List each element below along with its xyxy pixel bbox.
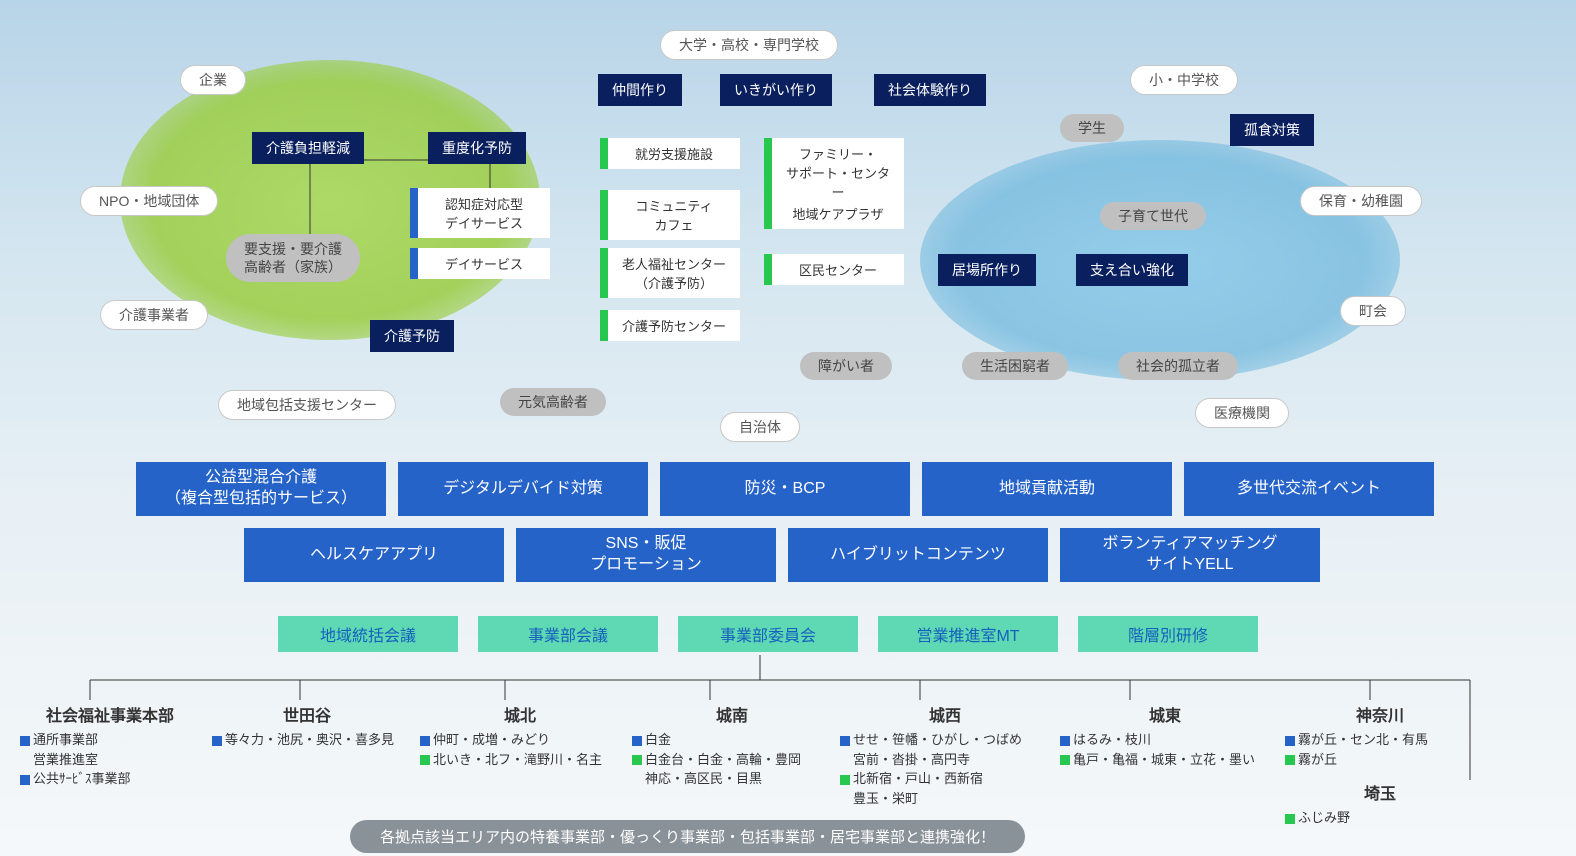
pill-town: 町会 xyxy=(1340,296,1406,326)
box-severity: 重度化予防 xyxy=(428,132,526,164)
org-saitama: 埼玉ふじみ野 xyxy=(1285,780,1475,828)
teal-b: 事業部会議 xyxy=(478,616,658,652)
org-joto: 城東はるみ・枝川亀戸・亀福・城東・立花・墨い xyxy=(1060,702,1270,769)
target-elderly-l1: 要支援・要介護 xyxy=(244,241,342,257)
pill-supportctr: 地域包括支援センター xyxy=(218,390,396,420)
pill-nursery: 保育・幼稚園 xyxy=(1300,186,1422,216)
org-jonan: 城南白金白金台・白金・高輪・豊岡神応・高区民・目黒 xyxy=(632,702,832,789)
pill-company: 企業 xyxy=(180,65,246,95)
box-ibasho: 居場所作り xyxy=(938,254,1036,286)
pill-univ: 大学・高校・専門学校 xyxy=(660,30,838,60)
box-peer: 仲間作り xyxy=(598,74,682,106)
box-koshoku: 孤食対策 xyxy=(1230,114,1314,146)
pill-carebiz: 介護事業者 xyxy=(100,300,208,330)
box-prevention: 介護予防 xyxy=(370,320,454,352)
box-sasae: 支え合い強化 xyxy=(1076,254,1188,286)
teal-e: 階層別研修 xyxy=(1078,616,1258,652)
facility-kuminctr: 区民センター xyxy=(764,254,904,285)
target-elderly-l2: 高齢者（家族） xyxy=(244,259,342,275)
pill-elem: 小・中学校 xyxy=(1130,65,1238,95)
pill-elderlyactive: 元気高齢者 xyxy=(500,388,606,416)
box-ikigai: いきがい作り xyxy=(720,74,832,106)
facility-familysup: ファミリー・サポート・センター xyxy=(764,138,904,207)
bar2-a: ヘルスケアアプリ xyxy=(244,528,504,582)
bar2-b: SNS・販促プロモーション xyxy=(516,528,776,582)
org-hq: 社会福祉事業本部通所事業部営業推進室公共ｻｰﾋﾞｽ事業部 xyxy=(20,702,200,789)
facility-dayservice: デイサービス xyxy=(410,248,550,279)
pill-disabled: 障がい者 xyxy=(800,352,892,380)
facility-careplaza: 地域ケアプラザ xyxy=(764,198,904,229)
pill-poverty: 生活困窮者 xyxy=(962,352,1068,380)
org-setagaya: 世田谷等々力・池尻・奥沢・喜多見 xyxy=(212,702,402,750)
bar2-d: ボランティアマッチングサイトYELL xyxy=(1060,528,1320,582)
bar1-a: 公益型混合介護（複合型包括的サービス） xyxy=(136,462,386,516)
teal-d: 営業推進室MT xyxy=(878,616,1058,652)
facility-seniorctr: 老人福祉センター（介護予防） xyxy=(600,248,740,298)
pill-isolated: 社会的孤立者 xyxy=(1118,352,1238,380)
org-josai: 城西せせ・笹幡・ひがし・つばめ宮前・沓掛・高円寺北新宿・戸山・西新宿豊玉・栄町 xyxy=(840,702,1050,808)
bar2-c: ハイブリットコンテンツ xyxy=(788,528,1048,582)
box-burden: 介護負担軽減 xyxy=(252,132,364,164)
facility-worksupport: 就労支援施設 xyxy=(600,138,740,169)
bar1-e: 多世代交流イベント xyxy=(1184,462,1434,516)
teal-c: 事業部委員会 xyxy=(678,616,858,652)
facility-prevctr: 介護予防センター xyxy=(600,310,740,341)
footer-note: 各拠点該当エリア内の特養事業部・優っくり事業部・包括事業部・居宅事業部と連携強化… xyxy=(350,820,1025,853)
teal-a: 地域統括会議 xyxy=(278,616,458,652)
facility-commcafe: コミュニティカフェ xyxy=(600,190,740,240)
pill-med: 医療機関 xyxy=(1195,398,1289,428)
pill-npo: NPO・地域団体 xyxy=(80,186,218,216)
pill-parenting: 子育て世代 xyxy=(1100,202,1206,230)
facility-dementia: 認知症対応型デイサービス xyxy=(410,188,550,238)
org-kanagawa: 神奈川霧が丘・セン北・有馬霧が丘 xyxy=(1285,702,1475,769)
pill-muni: 自治体 xyxy=(720,412,800,442)
bar1-b: デジタルデバイド対策 xyxy=(398,462,648,516)
bar1-d: 地域貢献活動 xyxy=(922,462,1172,516)
pill-student: 学生 xyxy=(1060,114,1124,142)
box-socialexp: 社会体験作り xyxy=(874,74,986,106)
bar1-c: 防災・BCP xyxy=(660,462,910,516)
org-johoku: 城北仲町・成増・みどり北いき・北フ・滝野川・名主 xyxy=(420,702,620,769)
pill-target-elderly: 要支援・要介護 高齢者（家族） xyxy=(226,234,360,282)
